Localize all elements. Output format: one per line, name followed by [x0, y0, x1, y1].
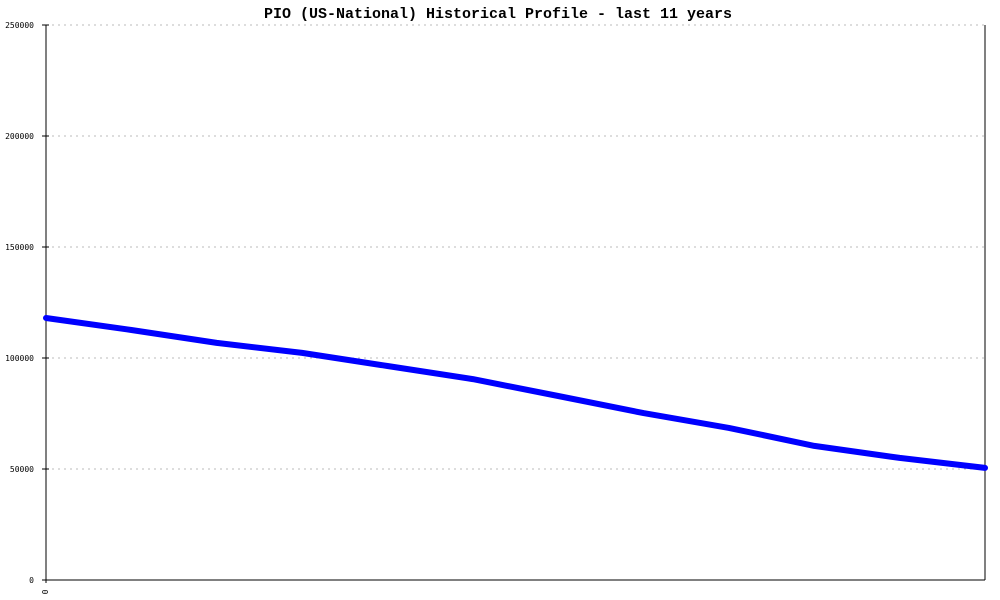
x-tick-label: 0 — [41, 589, 50, 594]
y-tick-label: 250000 — [5, 21, 34, 30]
y-tick-label: 0 — [29, 576, 34, 585]
y-tick-label: 100000 — [5, 354, 34, 363]
y-axis-ticks: 0 50000 100000 150000 200000 250000 — [5, 21, 49, 585]
grid — [46, 24, 985, 470]
chart-title: PIO (US-National) Historical Profile - l… — [264, 6, 732, 23]
y-tick-label: 200000 — [5, 132, 34, 141]
y-tick-label: 50000 — [10, 465, 34, 474]
series-line — [43, 315, 988, 471]
y-tick-label: 150000 — [5, 243, 34, 252]
